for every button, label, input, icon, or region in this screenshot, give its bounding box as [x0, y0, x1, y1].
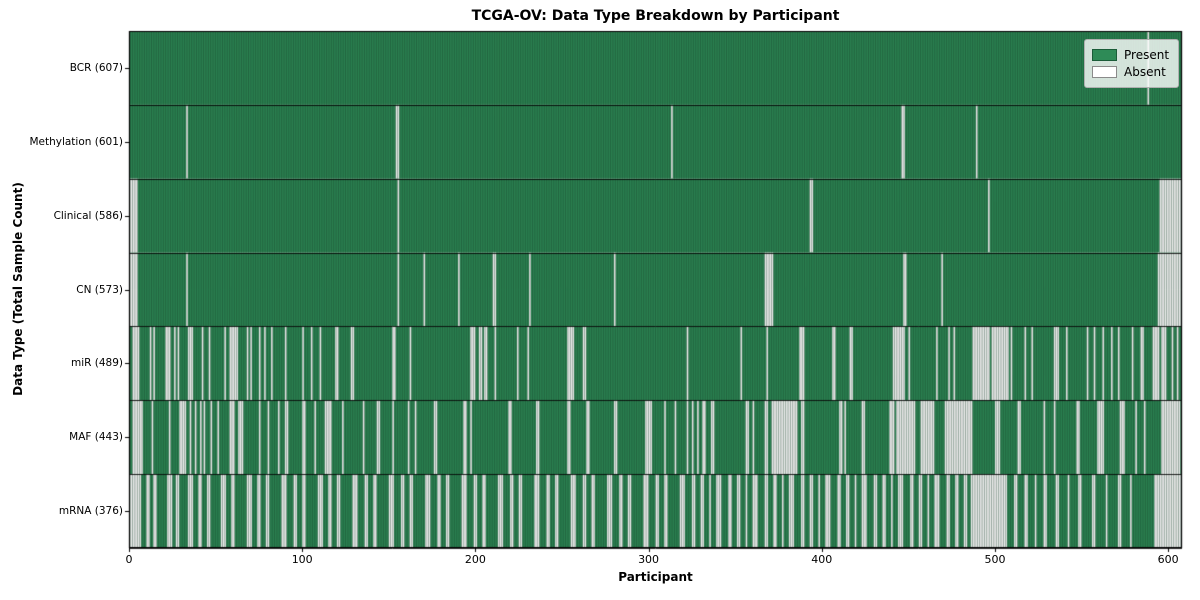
y-tick-label: miR (489) [70, 357, 123, 370]
y-tick-label: BCR (607) [69, 61, 123, 74]
present-swatch-icon [1092, 49, 1117, 61]
x-tick-label: 0 [125, 553, 133, 566]
absent-swatch-icon [1092, 66, 1117, 78]
y-tick-label: CN (573) [76, 283, 123, 296]
legend: Present Absent [1084, 39, 1180, 88]
x-tick-label: 200 [464, 553, 486, 566]
y-tick-label: Methylation (601) [29, 135, 123, 148]
x-tick-label: 600 [1157, 553, 1179, 566]
y-tick-label: Clinical (586) [53, 209, 123, 222]
chart-title: TCGA-OV: Data Type Breakdown by Particip… [471, 8, 840, 24]
x-tick-label: 300 [638, 553, 660, 566]
legend-item-present: Present [1092, 48, 1169, 62]
x-tick-label: 500 [984, 553, 1006, 566]
y-tick-label: mRNA (376) [58, 505, 123, 518]
x-tick-label: 400 [811, 553, 833, 566]
x-axis-label: Participant [618, 570, 693, 584]
legend-label-absent: Absent [1124, 65, 1166, 79]
legend-item-absent: Absent [1092, 65, 1169, 79]
legend-label-present: Present [1124, 48, 1170, 62]
y-tick-label: MAF (443) [69, 431, 123, 444]
x-tick-label: 100 [291, 553, 313, 566]
